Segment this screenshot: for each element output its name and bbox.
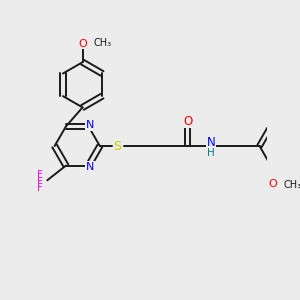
Text: S: S (113, 140, 121, 152)
Text: F: F (38, 183, 43, 193)
Text: CH₃: CH₃ (94, 38, 112, 48)
Text: N: N (207, 136, 215, 149)
Text: O: O (268, 179, 277, 189)
Text: N: N (86, 162, 94, 172)
Text: O: O (183, 115, 192, 128)
Text: F: F (38, 177, 43, 187)
Text: F: F (38, 170, 43, 180)
Text: CH₃: CH₃ (283, 180, 300, 190)
Text: N: N (86, 120, 94, 130)
Text: O: O (78, 39, 87, 49)
Text: H: H (207, 148, 215, 158)
